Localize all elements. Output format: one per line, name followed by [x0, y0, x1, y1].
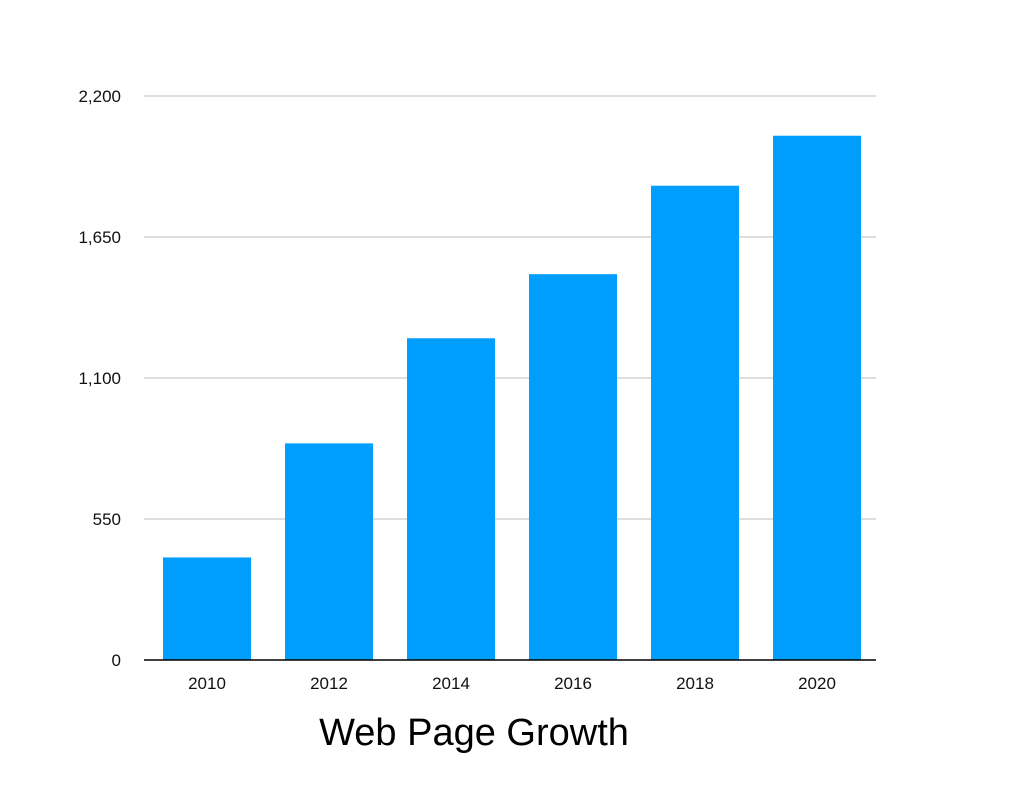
y-axis-tick-labels: 0 550 1,100 1,650 2,200 — [78, 87, 121, 670]
chart-title: Web Page Growth — [319, 712, 629, 754]
bar-2018 — [651, 185, 739, 660]
x-tick-label: 2010 — [188, 674, 226, 693]
bar-2010 — [163, 557, 251, 660]
bar-2020 — [773, 135, 861, 661]
x-tick-label: 2012 — [310, 674, 348, 693]
bar-2012 — [285, 443, 373, 660]
y-tick-label: 0 — [112, 651, 121, 670]
y-tick-label: 1,650 — [78, 228, 121, 247]
grid-lines — [144, 95, 876, 520]
x-axis-tick-labels: 2010 2012 2014 2016 2018 2020 — [188, 674, 836, 693]
y-tick-label: 550 — [93, 510, 121, 529]
x-tick-label: 2018 — [676, 674, 714, 693]
bar-2014 — [407, 338, 495, 660]
bar-2016 — [529, 274, 617, 660]
bars — [163, 135, 861, 661]
x-tick-label: 2020 — [798, 674, 836, 693]
y-tick-label: 2,200 — [78, 87, 121, 106]
y-tick-label: 1,100 — [78, 369, 121, 388]
x-tick-label: 2016 — [554, 674, 592, 693]
x-tick-label: 2014 — [432, 674, 470, 693]
